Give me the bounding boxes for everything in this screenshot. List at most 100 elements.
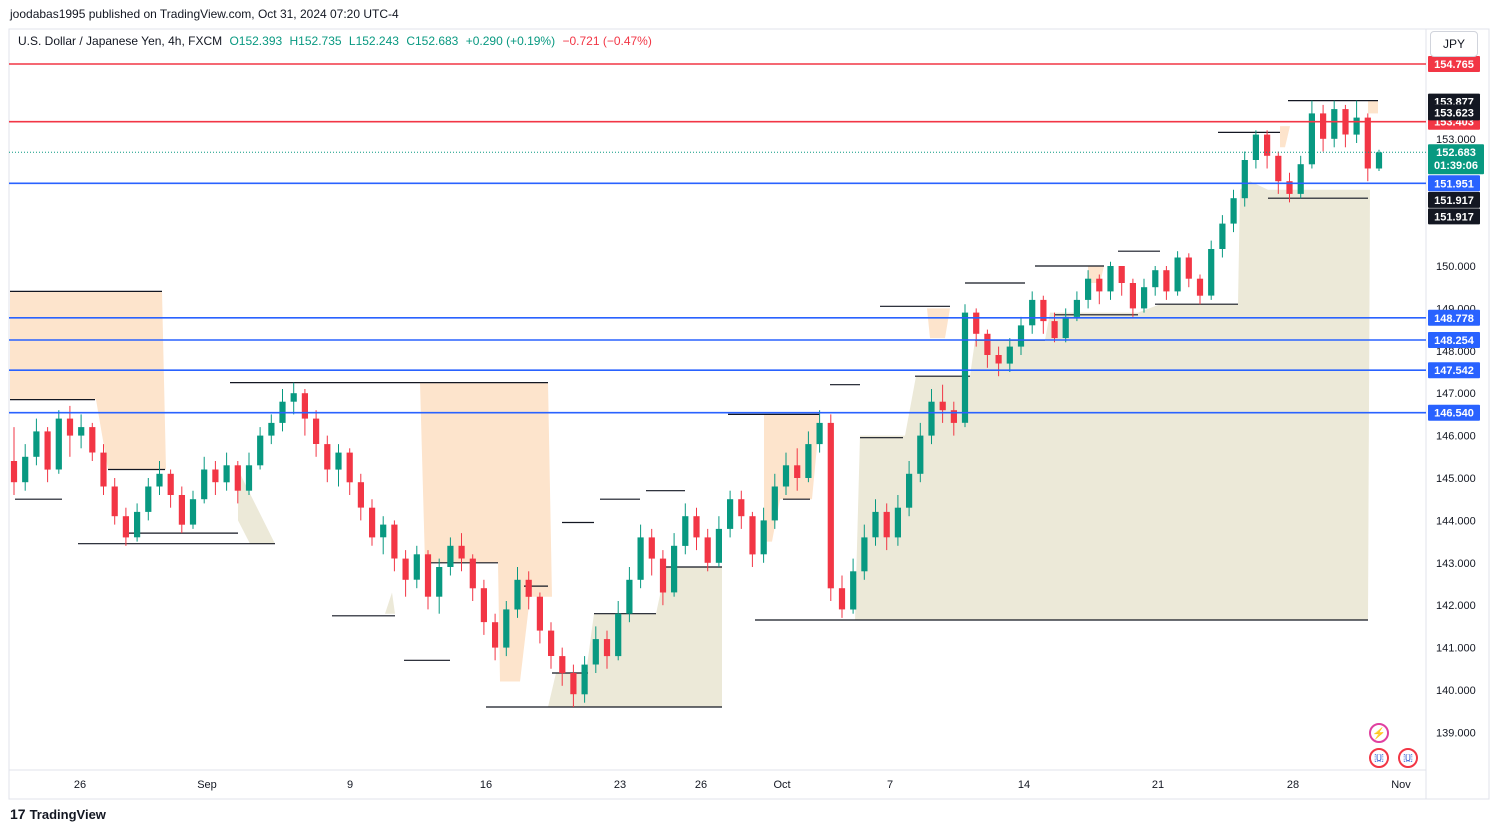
candle-18 <box>212 461 219 495</box>
candle-30 <box>346 448 353 495</box>
candle-body <box>1264 134 1271 156</box>
candle-body <box>234 465 241 491</box>
price-tick-4: 143.000 <box>1436 558 1476 570</box>
candle-body <box>827 422 834 589</box>
candle-45 <box>514 567 521 618</box>
candle-body <box>536 596 543 631</box>
candle-13 <box>156 461 163 495</box>
level-badge-4: 148.254 <box>1428 332 1480 348</box>
candle-body <box>928 401 935 436</box>
black-badge-2: 151.917 <box>1428 191 1480 208</box>
candle-body <box>592 639 599 665</box>
candle-68 <box>771 473 778 529</box>
level-badge-6: 146.540 <box>1428 404 1480 421</box>
symbol-name[interactable]: U.S. Dollar / Japanese Yen, 4h, FXCM <box>18 34 223 48</box>
candle-49 <box>559 647 566 686</box>
candle-19 <box>223 452 230 491</box>
candle-5 <box>66 405 74 457</box>
lightning-icon[interactable]: ⚡ <box>1369 723 1389 743</box>
candle-103 <box>1163 266 1170 300</box>
candle-14 <box>167 469 174 508</box>
candle-28 <box>324 435 331 483</box>
time-tick-10: 28 <box>1287 779 1299 791</box>
candle-119 <box>1342 104 1349 148</box>
candle-20 <box>234 461 241 504</box>
candle-body <box>861 537 868 572</box>
candle-body <box>1129 283 1136 309</box>
candle-61 <box>693 507 700 551</box>
candle-42 <box>480 579 487 635</box>
price-ticks-layer: 139.000 140.000 141.000 142.000 143.000 144.0… <box>1436 134 1476 740</box>
candle-body <box>805 444 812 478</box>
candle-96 <box>1085 270 1092 309</box>
black-badge-3: 151.917 <box>1428 208 1480 225</box>
candle-body <box>1051 321 1058 339</box>
candle-body <box>1141 287 1148 309</box>
time-tick-2: 9 <box>347 779 353 791</box>
candle-52 <box>592 626 599 673</box>
candle-113 <box>1275 151 1282 194</box>
candle-62 <box>704 528 711 572</box>
candle-34 <box>391 520 398 572</box>
us-flag-icon[interactable]: 🇺 <box>1398 748 1418 768</box>
chart-frame <box>8 28 1490 800</box>
price-tick-0: 139.000 <box>1436 727 1476 739</box>
candle-59 <box>671 533 678 597</box>
candle-body <box>704 537 711 563</box>
candle-27 <box>313 410 320 457</box>
candle-99 <box>1118 266 1125 296</box>
price-tick-9: 148.000 <box>1436 346 1476 358</box>
candle-115 <box>1297 155 1304 199</box>
price-badges-layer: 154.765153.403151.951148.778148.254147.5… <box>1428 56 1484 421</box>
candle-body <box>10 461 18 483</box>
candle-body <box>760 520 767 555</box>
candle-body <box>1297 164 1304 194</box>
currency-button[interactable]: JPY <box>1430 31 1478 57</box>
candle-body <box>1107 266 1114 292</box>
candle-body <box>301 393 308 419</box>
candle-body <box>1174 257 1181 292</box>
candle-39 <box>447 537 454 576</box>
black-badge-2-label: 151.917 <box>1434 195 1474 207</box>
candle-83 <box>939 384 946 423</box>
candle-58 <box>659 550 667 606</box>
candle-101 <box>1141 278 1148 313</box>
candle-body <box>950 410 957 423</box>
candle-108 <box>1219 215 1226 258</box>
candle-23 <box>268 414 275 445</box>
candle-body <box>581 664 588 695</box>
time-ticks-layer: 26 Sep 9 16 23 26 Oct 7 14 21 28 Nov <box>74 779 1411 791</box>
candle-body <box>22 456 29 483</box>
candle-body <box>838 588 846 610</box>
candle-body <box>1152 270 1159 288</box>
candle-107 <box>1208 240 1215 300</box>
candle-body <box>369 507 376 538</box>
candle-body <box>1017 325 1025 347</box>
candle-6 <box>78 414 85 449</box>
candle-90 <box>1017 316 1025 355</box>
candle-64 <box>727 490 734 538</box>
candle-body <box>850 571 857 610</box>
candle-body <box>973 312 980 334</box>
candle-body <box>1252 134 1259 160</box>
tradingview-brand[interactable]: 17 TradingView <box>10 806 106 822</box>
candle-2 <box>33 418 40 466</box>
candle-51 <box>581 656 588 703</box>
us-flag-icon[interactable]: 🇺 <box>1369 748 1389 768</box>
candle-body <box>436 567 443 597</box>
candle-body <box>626 579 633 614</box>
candle-66 <box>749 511 756 567</box>
candle-81 <box>917 422 924 483</box>
candle-75 <box>850 558 857 614</box>
candle-body <box>1219 223 1226 249</box>
candle-body <box>1375 152 1383 169</box>
candle-98 <box>1107 261 1114 300</box>
candle-body <box>984 333 991 355</box>
candle-body <box>659 558 667 593</box>
candle-body <box>917 435 924 474</box>
candle-12 <box>145 478 152 521</box>
countdown-label: 01:39:06 <box>1434 160 1478 172</box>
candle-body <box>44 431 51 470</box>
candle-body <box>1029 299 1036 326</box>
